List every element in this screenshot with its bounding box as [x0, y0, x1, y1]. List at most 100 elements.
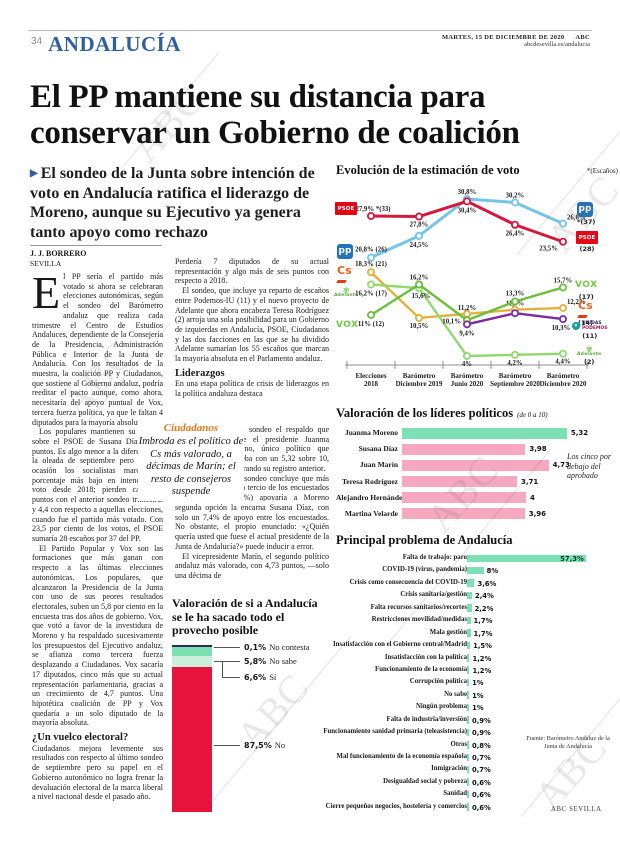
pp-logo-icon: pp	[337, 244, 353, 259]
segment-label: 6,6% Sí	[244, 672, 276, 682]
problem-name: Insatisfacción con el Gobierno central/M…	[332, 641, 467, 649]
segment-label: 5,8% No sabe	[244, 656, 297, 666]
problem-row: Desigualdad social y pobreza 0,6%	[336, 776, 620, 788]
leader-line	[214, 661, 240, 662]
svg-text:Barómetro: Barómetro	[547, 372, 580, 380]
segment-label: 0,1% No contesta	[244, 642, 310, 652]
problem-name: Insatisfacción con la política	[384, 653, 467, 661]
problem-row: Otros 0,8%	[336, 739, 620, 751]
brand-abc: ABC	[575, 34, 590, 41]
leader-line	[222, 677, 240, 678]
problem-name: COVID-19 (virus, pandemia)	[382, 566, 467, 574]
psoe-logo-icon: PSOE	[335, 202, 357, 215]
problem-bar	[467, 604, 472, 612]
paragraph: El sondeo concluye que más de un tercio …	[227, 473, 329, 501]
svg-text:26,4%: 26,4%	[506, 231, 525, 238]
problem-row: Funcionamiento de la economía 1,2%	[336, 664, 620, 676]
chart-problems-rows: Falta de trabajo: paro 57,3% COVID-19 (vir…	[323, 552, 620, 813]
problem-row: Corrupción política 1%	[336, 676, 620, 688]
problem-row: Ningún problema 1%	[336, 701, 620, 713]
legend-right-unidas-podemos: ♥ UNIDAS PODEMOS (11)	[572, 321, 607, 340]
problem-value: 0,8%	[472, 741, 491, 750]
leader-value: 4	[530, 493, 535, 502]
pp-logo-icon: pp	[577, 202, 593, 217]
site-url: abcdesevilla.es/andalucia	[524, 41, 590, 48]
problem-row: Falta de trabajo: paro 57,3%	[336, 552, 620, 564]
leader-row: Teresa Rodríguez 3,71	[336, 474, 620, 490]
problem-row: Restricciones movilidad/medidas 1,7%	[336, 614, 620, 626]
problem-value: 0,9%	[472, 716, 491, 725]
problem-value: 3,6%	[477, 579, 497, 588]
svg-text:30,8%: 30,8%	[458, 189, 477, 196]
byline: J. J. BORRERO SEVILLA	[30, 245, 162, 268]
legend-left-cs: Cs	[336, 261, 352, 283]
problem-row: Falta de industria/inversión 0,9%	[336, 714, 620, 726]
byline-author: J. J. BORRERO	[30, 249, 87, 258]
svg-text:10,1%: 10,1%	[442, 318, 461, 325]
legend-right-pp: pp *(37)	[577, 202, 595, 226]
unidas-podemos-logo-icon: ♥ UNIDAS PODEMOS	[572, 321, 607, 331]
seats-label: *(37)	[577, 218, 596, 226]
problem-name: Corrupción política	[409, 678, 467, 686]
problem-value: 2,2%	[474, 604, 494, 613]
segment-name: No	[274, 740, 286, 750]
chart-leaders-subtitle: (de 0 a 10)	[517, 411, 548, 419]
problem-row: Mal funcionamiento de la economía españo…	[336, 751, 620, 763]
stacked-segment-no	[172, 667, 212, 813]
svg-text:12,2%: 12,2%	[567, 299, 586, 306]
svg-text:Diciembre 2019: Diciembre 2019	[396, 380, 443, 388]
chart-leaders-annotation: Los cinco por debajo del aprobado	[567, 452, 611, 480]
leader-row: Martina Velarde 3,96	[336, 506, 620, 522]
leader-bar	[402, 459, 549, 471]
leader-row: Alejandro Hernández 4	[336, 490, 620, 506]
problem-name: Restricciones movilidad/medidas	[371, 616, 467, 624]
svg-text:30,4%: 30,4%	[458, 207, 477, 214]
svg-text:4,4%: 4,4%	[555, 359, 570, 366]
pull-quote: Ciudadanos Imbroda es el político de Cs …	[138, 420, 244, 501]
problem-bar	[467, 666, 470, 674]
svg-text:10,3%: 10,3%	[552, 325, 571, 332]
psoe-logo-icon: PSOE	[576, 231, 598, 244]
chart-leaders-title: Valoración de los líderes políticos (de 0…	[336, 406, 548, 421]
problem-row: Inmigración 0,7%	[336, 763, 620, 775]
leader-name: Alejandro Hernández	[336, 492, 406, 502]
problem-name: Otros	[450, 740, 468, 748]
problem-bar	[467, 641, 471, 650]
problem-name: Funcionamiento sanidad primaria (teleasi…	[323, 728, 467, 736]
problem-row: Mala gestión 1,7%	[336, 627, 620, 639]
cs-logo-icon: Cs	[577, 299, 593, 318]
problem-row: Crisis sanitaria/gestión 2,4%	[336, 589, 620, 601]
paragraph: El vicepresidente Marín, el segundo polí…	[175, 551, 329, 580]
leader-value: 3,96	[528, 509, 547, 518]
problem-name: Ningún problema	[415, 703, 467, 711]
leader-bar	[402, 492, 526, 504]
problem-row: COVID-19 (virus, pandemia) 8%	[336, 564, 620, 576]
svg-text:13,3%: 13,3%	[506, 291, 525, 298]
problem-value: 1,7%	[473, 629, 493, 638]
credit-note: ABC SEVILLA	[551, 806, 602, 813]
problem-name: Crisis como consecuencia del COVID-19	[349, 578, 467, 586]
seats-label: (17)	[578, 293, 594, 301]
problem-bar	[467, 753, 469, 761]
svg-text:23,5%: 23,5%	[539, 246, 558, 253]
leader-name: Susana Díaz	[358, 444, 398, 454]
legend-right-psoe: PSOE (28)	[576, 231, 598, 253]
leader-row: Susana Díaz 3,98	[336, 441, 620, 457]
leader-value: 3,98	[529, 445, 547, 454]
leader-name: Juan Marín	[359, 460, 398, 470]
problem-value: 1%	[472, 679, 484, 688]
paragraph: El Partido Popular y Vox son las formaci…	[32, 543, 163, 728]
problem-name: No sabe	[444, 690, 467, 698]
drop-cap: E	[32, 272, 61, 318]
vox-logo-icon: VOX	[336, 320, 359, 330]
leader-bar	[402, 443, 526, 455]
problem-name: Falta recursos sanitarios/recortes	[370, 603, 467, 611]
pull-quote-text: Imbroda es el político de Cs más valorad…	[138, 436, 244, 497]
leader-bar	[402, 508, 525, 520]
svg-text:26,6%: 26,6%	[567, 215, 586, 222]
leader-name: Juanma Moreno	[345, 428, 398, 437]
segment-label: 87,5% No	[244, 740, 285, 750]
seats-label: (11)	[582, 332, 598, 340]
